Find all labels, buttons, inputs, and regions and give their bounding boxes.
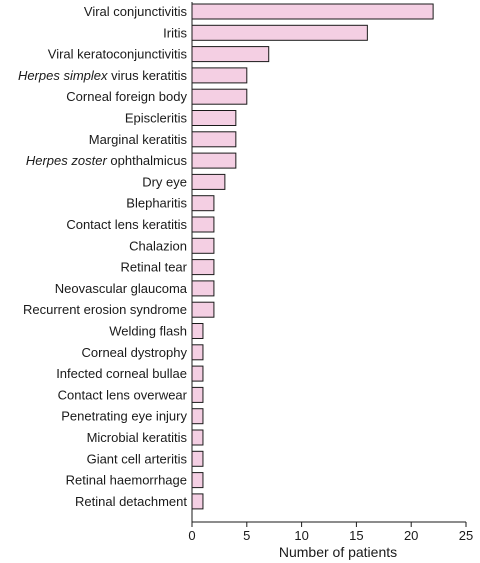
category-label: Iritis	[163, 25, 187, 40]
bar	[191, 323, 204, 339]
category-label-part: Giant cell arteritis	[87, 451, 188, 466]
category-label: Penetrating eye injury	[61, 409, 187, 424]
bar	[191, 493, 204, 510]
category-label: Dry eye	[142, 174, 187, 189]
category-label: Herpes simplex virus keratitis	[18, 68, 188, 83]
category-label-part: Blepharitis	[126, 196, 187, 211]
bar	[191, 46, 270, 63]
category-label-part: Viral conjunctivitis	[84, 4, 188, 19]
bar	[191, 280, 215, 297]
bar	[191, 173, 226, 190]
category-label: Blepharitis	[126, 196, 187, 211]
category-labels-group: Viral conjunctivitis Iritis Viral keratoco…	[18, 4, 188, 509]
x-tick-label: 10	[294, 528, 308, 543]
category-label-part: Contact lens keratitis	[66, 217, 187, 232]
category-label: Microbial keratitis	[87, 430, 188, 445]
category-label-part: Corneal dystrophy	[82, 345, 188, 360]
bar	[191, 131, 237, 148]
category-label: Contact lens keratitis	[66, 217, 187, 232]
bar	[191, 88, 248, 105]
category-label-part: Penetrating eye injury	[61, 409, 187, 424]
bar	[191, 472, 204, 489]
bar	[191, 386, 204, 403]
category-label: Recurrent erosion syndrome	[23, 302, 187, 317]
category-label-part: ophthalmicus	[107, 153, 188, 168]
category-label-part: Welding flash	[109, 324, 187, 339]
category-label: Episcleritis	[125, 111, 188, 126]
category-label-part: Herpes zoster	[26, 153, 108, 168]
category-label: Contact lens overwear	[58, 387, 188, 402]
category-label-part: Neovascular glaucoma	[55, 281, 188, 296]
bar	[191, 301, 215, 318]
category-label-part: Contact lens overwear	[58, 387, 188, 402]
category-label: Welding flash	[109, 324, 187, 339]
bar	[191, 429, 204, 446]
category-label: Infected corneal bullae	[56, 366, 187, 381]
category-label-part: Retinal haemorrhage	[66, 473, 187, 488]
bar	[191, 152, 237, 169]
bar	[191, 24, 368, 41]
category-label: Neovascular glaucoma	[55, 281, 188, 296]
bar	[191, 195, 215, 212]
category-label-part: Corneal foreign body	[66, 89, 187, 104]
category-label-part: Marginal keratitis	[89, 132, 188, 147]
category-label: Corneal dystrophy	[82, 345, 188, 360]
bar	[191, 344, 204, 361]
category-label: Retinal haemorrhage	[66, 473, 187, 488]
category-label: Herpes zoster ophthalmicus	[26, 153, 188, 168]
category-label-part: Iritis	[163, 25, 187, 40]
bar	[191, 67, 248, 84]
category-label: Corneal foreign body	[66, 89, 187, 104]
category-label: Chalazion	[129, 238, 187, 253]
category-label: Viral conjunctivitis	[84, 4, 188, 19]
category-label-part: virus keratitis	[108, 68, 188, 83]
category-label-part: Herpes simplex	[18, 68, 108, 83]
x-axis-title: Number of patients	[279, 544, 397, 560]
category-label-part: Microbial keratitis	[87, 430, 188, 445]
category-label-part: Infected corneal bullae	[56, 366, 187, 381]
category-label: Retinal detachment	[75, 494, 187, 509]
bars-group	[191, 3, 434, 510]
category-label: Retinal tear	[121, 260, 188, 275]
category-label-part: Retinal detachment	[75, 494, 187, 509]
bar	[191, 216, 215, 233]
x-tick-label: 5	[243, 528, 250, 543]
x-tick-label: 25	[459, 528, 473, 543]
bar	[191, 259, 215, 276]
bar	[191, 237, 215, 254]
bar	[191, 3, 434, 20]
category-label-part: Viral keratoconjunctivitis	[48, 47, 188, 62]
category-label-part: Retinal tear	[121, 260, 188, 275]
category-label: Viral keratoconjunctivitis	[48, 47, 188, 62]
x-tick-label: 0	[188, 528, 195, 543]
category-label-part: Chalazion	[129, 238, 187, 253]
category-label-part: Recurrent erosion syndrome	[23, 302, 187, 317]
bar	[191, 408, 204, 425]
x-axis: 0 5 10 15 20 25	[188, 2, 473, 543]
x-tick-label: 20	[404, 528, 418, 543]
bar	[191, 450, 204, 467]
category-label: Marginal keratitis	[89, 132, 188, 147]
bar	[191, 110, 237, 126]
bar	[191, 365, 204, 382]
category-label: Giant cell arteritis	[87, 451, 188, 466]
category-label-part: Episcleritis	[125, 111, 188, 126]
category-label-part: Dry eye	[142, 174, 187, 189]
x-tick-label: 15	[349, 528, 363, 543]
